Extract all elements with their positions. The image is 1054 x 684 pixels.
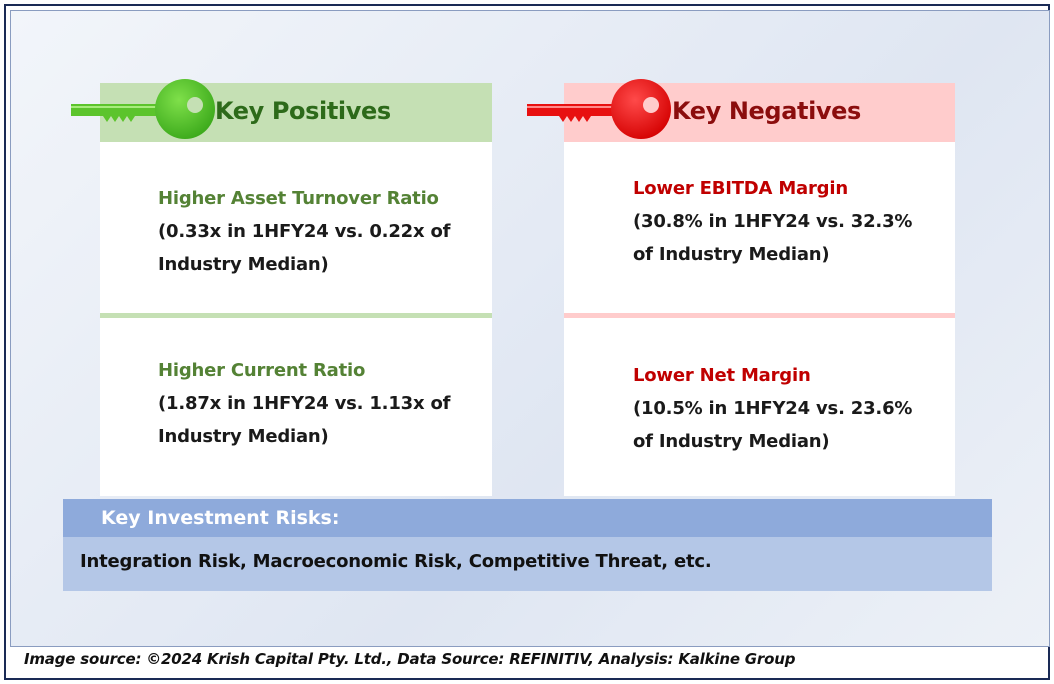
positive-2-title: Higher Current Ratio xyxy=(158,360,366,381)
positive-1-desc-line2: Industry Median) xyxy=(158,254,329,275)
risks-body: Integration Risk, Macroeconomic Risk, Co… xyxy=(63,537,992,591)
negative-2-desc-line2: of Industry Median) xyxy=(633,431,830,452)
negative-card-1: Lower EBITDA Margin (30.8% in 1HFY24 vs.… xyxy=(564,142,955,313)
content-panel: Key Positives Higher Asset Turnover Rati… xyxy=(10,10,1050,647)
negative-1-desc-line1: (30.8% in 1HFY24 vs. 32.3% xyxy=(633,211,913,232)
key-negatives-header: Key Negatives xyxy=(527,79,955,142)
key-investment-risks: Key Investment Risks: Integration Risk, … xyxy=(63,499,992,591)
key-positives-header: Key Positives xyxy=(71,79,492,142)
positive-1-desc-line1: (0.33x in 1HFY24 vs. 0.22x of xyxy=(158,221,451,242)
positive-2-desc-line1: (1.87x in 1HFY24 vs. 1.13x of xyxy=(158,393,451,414)
negative-2-desc-line1: (10.5% in 1HFY24 vs. 23.6% xyxy=(633,398,913,419)
positive-card-1: Higher Asset Turnover Ratio (0.33x in 1H… xyxy=(100,142,492,313)
key-positives-column: Key Positives Higher Asset Turnover Rati… xyxy=(71,79,492,496)
negative-card-2: Lower Net Margin (10.5% in 1HFY24 vs. 23… xyxy=(564,318,955,496)
positive-2-desc-line2: Industry Median) xyxy=(158,426,329,447)
positives-divider xyxy=(100,313,492,318)
risks-header: Key Investment Risks: xyxy=(63,499,992,537)
positive-card-2: Higher Current Ratio (1.87x in 1HFY24 vs… xyxy=(100,318,492,496)
key-negatives-title: Key Negatives xyxy=(672,97,861,125)
negative-2-title: Lower Net Margin xyxy=(633,365,811,386)
negative-1-desc-line2: of Industry Median) xyxy=(633,244,830,265)
key-negatives-column: Key Negatives Lower EBITDA Margin (30.8%… xyxy=(527,79,955,496)
positive-1-title: Higher Asset Turnover Ratio xyxy=(158,188,439,209)
source-caption: Image source: ©2024 Krish Capital Pty. L… xyxy=(24,650,796,668)
key-positives-title: Key Positives xyxy=(215,97,391,125)
green-key-icon xyxy=(71,79,215,139)
negative-1-title: Lower EBITDA Margin xyxy=(633,178,848,199)
red-key-icon xyxy=(527,79,671,139)
negatives-divider xyxy=(564,313,955,318)
